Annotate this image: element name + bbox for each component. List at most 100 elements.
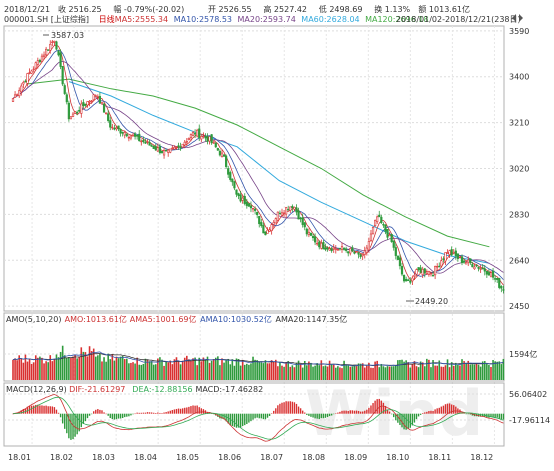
volume-bar: [82, 351, 85, 380]
volume-bar: [130, 362, 132, 380]
macd-bar: [223, 413, 225, 420]
volume-bar: [361, 363, 364, 380]
candle-body: [351, 247, 354, 252]
volume-bar: [502, 358, 505, 380]
macd-bar: [395, 413, 397, 421]
volume-bar: [198, 357, 201, 380]
volume-bar: [446, 359, 449, 380]
volume-bar: [283, 366, 285, 380]
candle-body: [270, 224, 273, 231]
candle-body: [86, 101, 89, 106]
volume-bar: [171, 364, 174, 380]
macd-bar: [368, 407, 370, 414]
volume-bar: [492, 360, 494, 380]
volume-y-tick: 1594亿: [509, 349, 537, 359]
macd-bar: [57, 412, 60, 414]
macd-bar: [74, 413, 76, 437]
macd-bar: [20, 410, 22, 414]
macd-bar: [393, 413, 395, 418]
macd-bar: [270, 413, 273, 414]
macd-bar: [471, 413, 474, 416]
price-y-tick: 3210: [509, 119, 529, 128]
macd-bar: [339, 411, 341, 414]
volume-bar: [407, 362, 410, 380]
candle-body: [262, 225, 265, 234]
candle-body: [208, 136, 211, 142]
macd-bar: [384, 405, 387, 414]
date-range-label[interactable]: 2018/01/02-2018/12/21(238日): [396, 15, 521, 24]
range-arrow-icons[interactable]: [512, 14, 523, 22]
volume-bar: [229, 364, 232, 380]
volume-bar: [200, 361, 203, 380]
volume-bar: [243, 364, 246, 380]
volume-bar: [479, 366, 482, 380]
volume-bar: [57, 357, 60, 380]
x-tick-label: 18.09: [344, 453, 367, 462]
macd-bar: [30, 405, 33, 414]
macd-bar: [45, 405, 47, 414]
amo-ma10-path: [12, 351, 504, 367]
candle-body: [57, 50, 60, 56]
candle-body: [158, 146, 162, 154]
macd-bar: [144, 412, 147, 414]
macd-bar: [289, 401, 291, 414]
candle-body: [167, 149, 170, 153]
macd-bar: [213, 413, 215, 415]
macd-bar: [76, 413, 78, 435]
macd-bar: [101, 410, 103, 414]
volume-bar: [132, 362, 134, 380]
volume-bar: [399, 359, 401, 380]
volume-bar: [303, 360, 306, 380]
volume-bar: [128, 363, 130, 380]
macd-bar: [59, 413, 62, 418]
candle-body: [22, 82, 25, 85]
candle-body: [324, 247, 327, 250]
volume-bar: [301, 367, 304, 380]
macd-bar: [136, 412, 138, 414]
candle-body: [487, 272, 491, 276]
candle-body: [40, 55, 44, 62]
high-label: 3587.03: [51, 31, 84, 40]
macd-bar: [469, 413, 471, 415]
macd-bar: [401, 413, 403, 428]
volume-bar: [320, 360, 323, 380]
volume-bar: [417, 367, 420, 380]
ma20-path: [12, 60, 504, 274]
volume-bar: [461, 359, 463, 380]
candle-body: [222, 154, 226, 157]
candle-body: [138, 133, 141, 142]
candle-body: [152, 146, 155, 149]
macd-bar: [403, 413, 405, 430]
volume-bar: [32, 362, 35, 380]
candle-body: [483, 268, 486, 272]
candle-body: [229, 172, 232, 180]
volume-bar: [181, 360, 184, 380]
macd-bar: [498, 413, 500, 419]
macd-y-tick-top: 56.06402: [509, 390, 547, 399]
volume-bar: [214, 357, 217, 380]
volume-bar: [498, 361, 501, 380]
volume-bar: [322, 366, 325, 380]
header-row2-item: MA20:2593.74: [238, 15, 296, 24]
candle-body: [268, 229, 271, 232]
x-tick-label: 18.10: [386, 453, 409, 462]
x-tick-label: 18.07: [260, 453, 283, 462]
x-tick-label: 18.01: [8, 453, 31, 462]
volume-bar: [105, 361, 107, 380]
volume-bar: [150, 361, 153, 380]
volume-bar: [326, 366, 329, 380]
candle-body: [196, 129, 199, 137]
candle-body: [425, 272, 428, 275]
macd-bar: [231, 413, 234, 426]
candle-body: [334, 248, 337, 250]
arrow-left-icon[interactable]: [512, 14, 516, 22]
macd-bar: [442, 405, 445, 414]
volume-bar: [463, 361, 465, 380]
arrow-right-icon[interactable]: [519, 14, 523, 22]
candle-body: [187, 138, 190, 140]
macd-bar: [376, 399, 378, 414]
candle-body: [69, 116, 73, 120]
candle-body: [320, 242, 323, 249]
